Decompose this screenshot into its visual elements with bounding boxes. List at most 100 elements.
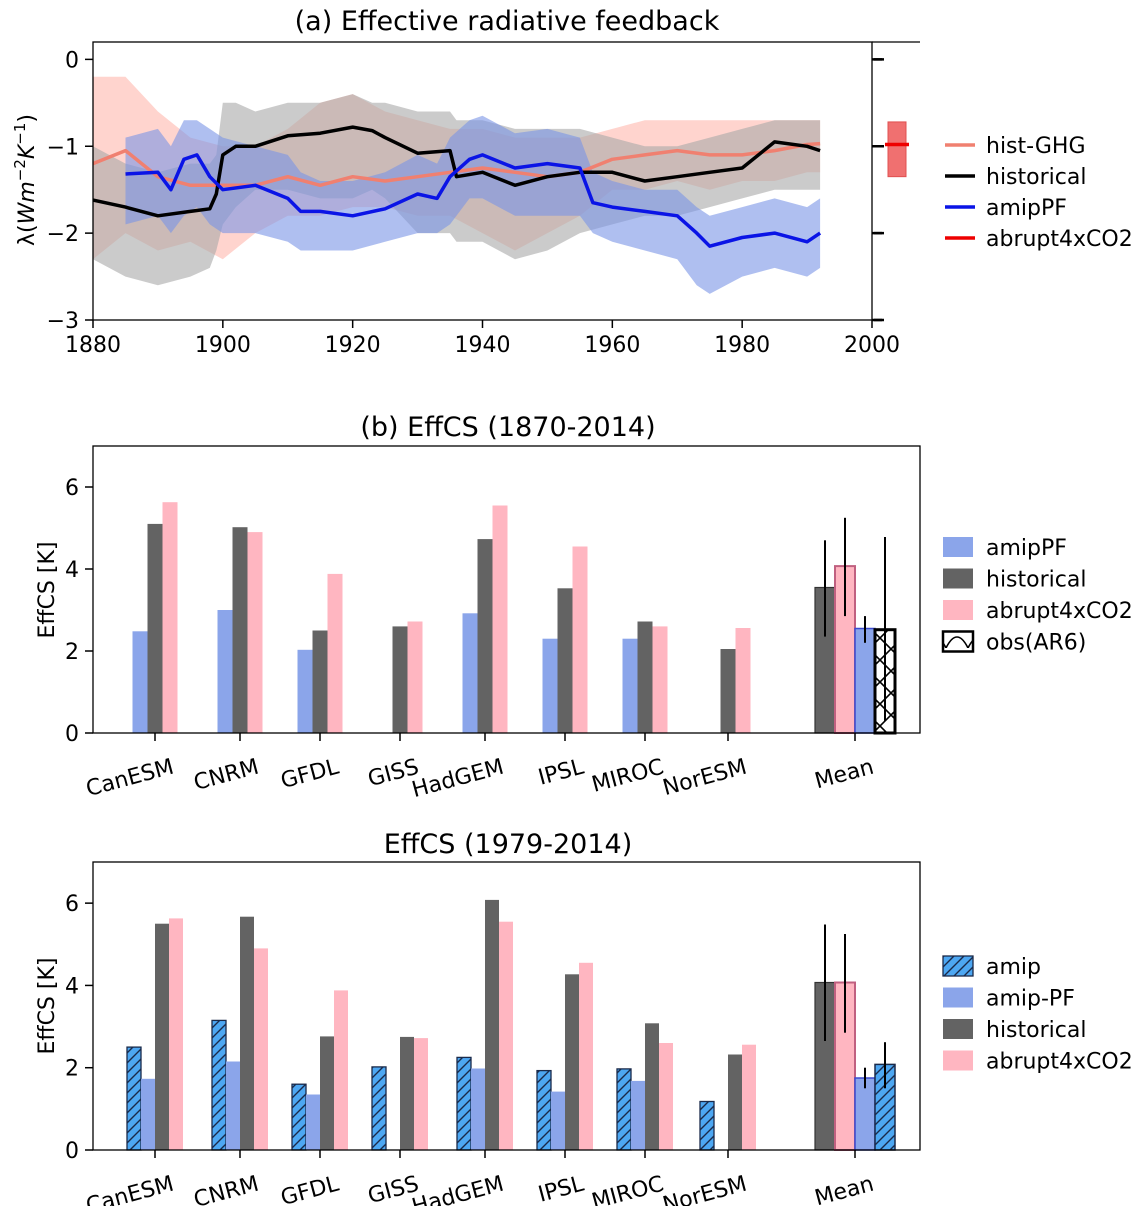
- x-tick-label-CanESM: CanESM: [83, 1172, 176, 1206]
- bar-historical-MIROC: [637, 621, 653, 733]
- legend-label-amip-PF: amip-PF: [986, 987, 1075, 1012]
- y-tick-label: 4: [65, 974, 79, 999]
- bar-historical-IPSL: [557, 588, 573, 733]
- x-tick-label-IPSL: IPSL: [536, 1171, 588, 1206]
- legend-swatch-amip: [942, 955, 974, 977]
- bar-amip-CNRM: [211, 1019, 227, 1151]
- y-tick-label: 4: [65, 558, 79, 583]
- y-tick-label: 6: [65, 892, 79, 917]
- y-tick-label: 2: [65, 640, 79, 665]
- frame: [92, 861, 921, 1151]
- legend-label-historical: historical: [986, 165, 1086, 190]
- x-tick-label-GFDL: GFDL: [278, 754, 342, 794]
- legend-label-abrupt4xCO2: abrupt4xCO2: [986, 1050, 1133, 1075]
- bar-abrupt4xCO2-NorESM: [735, 628, 751, 733]
- x-tick-label-MIROC: MIROC: [589, 1172, 666, 1206]
- bar-amipPF-MIROC: [622, 638, 638, 733]
- x-tick-label: 1960: [584, 333, 640, 358]
- bar-abrupt4xCO2-CanESM: [169, 918, 183, 1150]
- x-tick-label: 1920: [325, 333, 381, 358]
- bar-amip-PF-CanESM: [141, 1078, 155, 1150]
- legend-label-abrupt4xCO2: abrupt4xCO2: [986, 599, 1133, 624]
- legend-swatch-amipPF: [943, 537, 973, 557]
- legend-label-amipPF: amipPF: [986, 536, 1067, 561]
- bar-historical-NorESM: [720, 649, 736, 733]
- x-tick-label-NorESM: NorESM: [660, 755, 749, 801]
- abrupt4xCO2-range-box: [887, 121, 907, 178]
- x-tick-label: 1900: [195, 333, 251, 358]
- x-tick-label-MIROC: MIROC: [589, 755, 666, 798]
- bar-amip-PF-IPSL: [551, 1091, 565, 1150]
- line-amipPF: [125, 153, 822, 248]
- panel-c-legend: amip amip-PF historical abrupt4xCO2: [942, 955, 1133, 1075]
- bar-amip-IPSL: [536, 1069, 552, 1151]
- bar-abrupt4xCO2-HadGEM: [499, 921, 513, 1150]
- x-tick-label-HadGEM: HadGEM: [409, 755, 506, 803]
- x-tick-label-Mean: Mean: [812, 755, 876, 795]
- x-tick-label-Mean: Mean: [812, 1172, 876, 1206]
- panel-b-title: (b) EffCS (1870-2014): [360, 412, 655, 443]
- bar-abrupt4xCO2-IPSL: [572, 546, 588, 733]
- legend-label-amip: amip: [986, 955, 1041, 980]
- bar-abrupt4xCO2-MIROC: [652, 626, 668, 733]
- panel-c: EffCS (1979-2014) EffCS [K] 0 2 4 6 CanESM CN…: [35, 829, 1133, 1206]
- bar-historical-HadGEM: [477, 539, 493, 733]
- bar-amip-NorESM: [699, 1100, 715, 1151]
- x-tick-label-HadGEM: HadGEM: [409, 1172, 506, 1206]
- mean-bar-amip-PF: [854, 1077, 876, 1151]
- panel-b-ylabel: EffCS [K]: [35, 542, 60, 639]
- bar-abrupt4xCO2-GFDL: [334, 990, 348, 1150]
- x-tick-label-CanESM: CanESM: [83, 755, 176, 802]
- bar-amip-HadGEM: [456, 1056, 472, 1151]
- x-tick-label: 1880: [65, 333, 121, 358]
- bar-abrupt4xCO2-GISS: [414, 1038, 428, 1150]
- bar-historical-HadGEM: [485, 899, 499, 1150]
- bar-amipPF-GFDL: [297, 649, 313, 733]
- panel-a-legend: hist-GHG historical amipPF abrupt4xCO2: [945, 134, 1133, 252]
- bar-historical-GFDL: [320, 1036, 334, 1150]
- y-tick-label: −3: [47, 309, 79, 334]
- legend-swatch-historical: [943, 1019, 973, 1039]
- bar-historical-MIROC: [645, 1023, 659, 1150]
- panel-c-title: EffCS (1979-2014): [384, 829, 632, 860]
- y-tick-label: 2: [65, 1057, 79, 1082]
- panel-b: (b) EffCS (1870-2014) EffCS [K] 0 2 4 6 CanE…: [35, 412, 1133, 803]
- y-tick-label: 0: [65, 1139, 79, 1164]
- legend-swatch-amip-PF: [943, 987, 973, 1008]
- panel-b-legend: amipPF historical abrupt4xCO2 obs(AR6): [941, 536, 1133, 656]
- bar-historical-GISS: [392, 626, 408, 733]
- legend-label-abrupt4xCO2: abrupt4xCO2: [986, 227, 1133, 252]
- x-tick-label: 1980: [714, 333, 770, 358]
- y-tick-label: −2: [47, 222, 79, 247]
- x-tick-label-CNRM: CNRM: [191, 755, 261, 796]
- mean-bar-amipPF: [854, 627, 876, 734]
- bar-abrupt4xCO2-CNRM: [254, 948, 268, 1150]
- bar-amip-GFDL: [291, 1083, 307, 1151]
- legend-label-amipPF: amipPF: [986, 196, 1067, 221]
- bar-abrupt4xCO2-IPSL: [579, 962, 593, 1150]
- x-tick-label-NorESM: NorESM: [660, 1172, 749, 1206]
- legend-label-obs(AR6): obs(AR6): [986, 631, 1086, 656]
- panel-a: (a) Effective radiative feedback λ(Wm−2K…: [11, 6, 1133, 358]
- bar-amipPF-CanESM: [132, 631, 148, 733]
- legend-swatch-abrupt4xCO2: [943, 1050, 973, 1071]
- y-tick-label: 0: [65, 48, 79, 73]
- y-tick-label: 0: [65, 722, 79, 747]
- bar-abrupt4xCO2-CanESM: [162, 502, 178, 733]
- bar-amip-MIROC: [616, 1068, 632, 1151]
- bar-amipPF-HadGEM: [462, 613, 478, 733]
- bar-amip-PF-MIROC: [631, 1080, 645, 1150]
- bar-historical-CNRM: [232, 527, 248, 733]
- legend-swatch-historical: [943, 568, 973, 589]
- bar-historical-CNRM: [240, 916, 254, 1150]
- legend-swatch-abrupt4xCO2: [943, 600, 973, 620]
- bar-amip-PF-CNRM: [226, 1061, 240, 1150]
- line-historical: [92, 125, 821, 218]
- x-tick-label: 1940: [455, 333, 511, 358]
- bar-abrupt4xCO2-GFDL: [327, 573, 343, 733]
- band-amipPF: [125, 115, 821, 294]
- bar-abrupt4xCO2-NorESM: [742, 1044, 756, 1150]
